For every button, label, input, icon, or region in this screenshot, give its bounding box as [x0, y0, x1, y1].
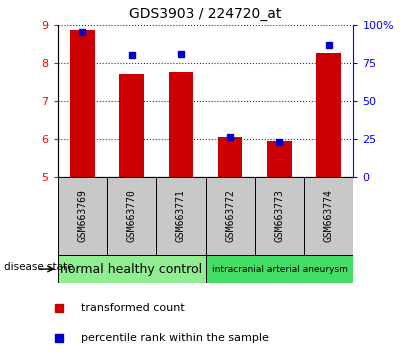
Bar: [316, 53, 341, 177]
Bar: [107, 177, 156, 255]
Bar: [267, 141, 292, 177]
Text: GSM663773: GSM663773: [275, 189, 284, 242]
Bar: [70, 30, 95, 177]
Bar: [206, 177, 255, 255]
Text: GSM663771: GSM663771: [176, 189, 186, 242]
Bar: [156, 177, 206, 255]
Text: intracranial arterial aneurysm: intracranial arterial aneurysm: [212, 264, 347, 274]
Text: GSM663770: GSM663770: [127, 189, 136, 242]
Bar: [255, 177, 304, 255]
Bar: [304, 177, 353, 255]
Text: normal healthy control: normal healthy control: [60, 263, 203, 275]
Title: GDS3903 / 224720_at: GDS3903 / 224720_at: [129, 7, 282, 21]
Text: transformed count: transformed count: [81, 303, 185, 313]
Bar: [58, 255, 206, 283]
Text: GSM663772: GSM663772: [225, 189, 235, 242]
Text: disease state: disease state: [4, 262, 74, 272]
Bar: [169, 72, 193, 177]
Bar: [119, 74, 144, 177]
Bar: [206, 255, 353, 283]
Bar: [58, 177, 107, 255]
Text: percentile rank within the sample: percentile rank within the sample: [81, 333, 269, 343]
Text: GSM663769: GSM663769: [77, 189, 87, 242]
Bar: [218, 137, 242, 177]
Text: GSM663774: GSM663774: [324, 189, 334, 242]
